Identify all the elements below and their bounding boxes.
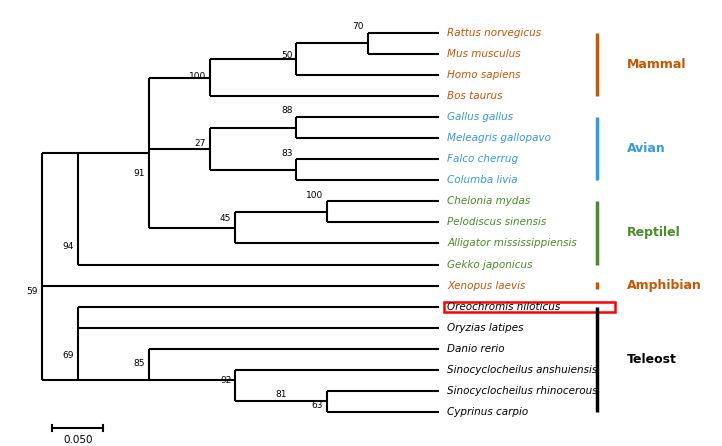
Text: Pelodiscus sinensis: Pelodiscus sinensis xyxy=(447,218,547,227)
Text: Falco cherrug: Falco cherrug xyxy=(447,154,518,164)
Text: Gallus gallus: Gallus gallus xyxy=(447,112,513,122)
Text: Homo sapiens: Homo sapiens xyxy=(447,70,521,80)
Text: Sinocyclocheilus anshuiensis: Sinocyclocheilus anshuiensis xyxy=(447,365,597,375)
Text: 85: 85 xyxy=(134,359,145,368)
Text: 83: 83 xyxy=(281,149,292,157)
Text: Mus musculus: Mus musculus xyxy=(447,49,521,59)
Text: Chelonia mydas: Chelonia mydas xyxy=(447,196,531,206)
Text: 45: 45 xyxy=(220,215,231,223)
Text: 50: 50 xyxy=(281,51,292,60)
Text: Oreochromis niloticus: Oreochromis niloticus xyxy=(447,301,560,312)
Text: Reptilel: Reptilel xyxy=(627,227,681,240)
Text: Bos taurus: Bos taurus xyxy=(447,91,503,101)
Text: 92: 92 xyxy=(220,376,231,384)
Text: 70: 70 xyxy=(352,22,364,31)
Text: 59: 59 xyxy=(27,287,38,296)
Text: Teleost: Teleost xyxy=(627,353,677,366)
Text: 69: 69 xyxy=(62,351,74,360)
Text: 88: 88 xyxy=(281,107,292,116)
Text: Sinocyclocheilus rhinocerous: Sinocyclocheilus rhinocerous xyxy=(447,386,598,396)
Text: 81: 81 xyxy=(276,390,287,399)
Text: Gekko japonicus: Gekko japonicus xyxy=(447,260,533,269)
Text: Avian: Avian xyxy=(627,142,666,155)
Text: Columba livia: Columba livia xyxy=(447,175,518,186)
Text: Cyprinus carpio: Cyprinus carpio xyxy=(447,407,529,417)
Text: Rattus norvegicus: Rattus norvegicus xyxy=(447,28,542,38)
Text: 63: 63 xyxy=(311,401,323,410)
Text: 100: 100 xyxy=(305,191,323,200)
Text: Meleagris gallopavo: Meleagris gallopavo xyxy=(447,133,551,143)
Text: Xenopus laevis: Xenopus laevis xyxy=(447,281,526,291)
Text: Oryzias latipes: Oryzias latipes xyxy=(447,322,523,333)
Text: 27: 27 xyxy=(194,139,206,148)
Text: Mammal: Mammal xyxy=(627,58,687,71)
Text: Alligator mississippiensis: Alligator mississippiensis xyxy=(447,239,577,248)
Text: Danio rerio: Danio rerio xyxy=(447,344,505,354)
Text: 91: 91 xyxy=(134,169,145,178)
Text: 100: 100 xyxy=(188,72,206,81)
Text: 94: 94 xyxy=(62,242,74,251)
Text: 0.050: 0.050 xyxy=(63,435,92,445)
Text: Amphibian: Amphibian xyxy=(627,279,702,292)
